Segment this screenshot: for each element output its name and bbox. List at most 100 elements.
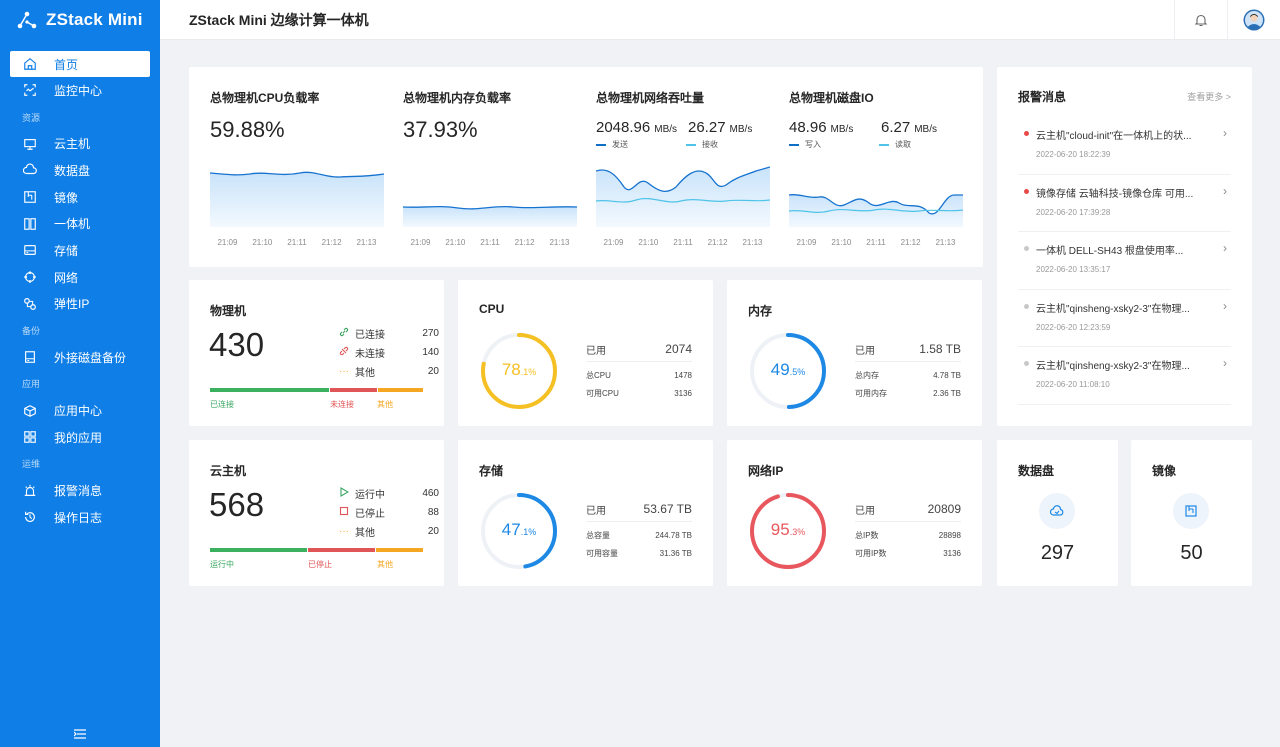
sidebar-item-network[interactable]: 网络 [0,264,160,291]
alert-text: 云主机"cloud-init"在一体机上的状... [1036,131,1192,142]
my-apps-icon [22,429,38,445]
usage-ring [481,493,557,569]
sidebar-item-my-apps[interactable]: 我的应用 [0,424,160,451]
usage-details: 已用 2074 总CPU 1478 可用CPU 3136 [586,337,692,403]
metric-title: 总物理机磁盘IO [789,91,874,105]
alert-item[interactable]: 云主机"qinsheng-xsky2-3"在物理... 2022-06-20 12… [1018,290,1231,347]
sidebar-item-label: 报警消息 [54,484,103,499]
card-title: 镜像 [1152,464,1177,478]
write-value: 48.96 [789,119,827,136]
usage-percent: 49.5% [770,360,806,379]
backup-icon [22,349,38,365]
brand-name: ZStack Mini [46,10,143,29]
sidebar-item-label: 存储 [54,243,79,258]
sidebar-item-alarm[interactable]: 报警消息 [0,477,160,504]
vm-card[interactable]: 云主机 568 运行中 460 已停止 88 ··· 其他 20 运行中 已停止 其他 [189,440,444,586]
monitor-icon [22,82,38,98]
sidebar-item-log[interactable]: 操作日志 [0,504,160,531]
nav-section-label: 资源 [22,112,41,123]
legend-write: 写入 [789,139,879,150]
card-title: CPU [479,302,505,316]
network-ip-card[interactable]: 网络IP 95.3% 已用 20809 总IP数 28898 可用IP数 3136 [727,440,982,586]
view-more-link[interactable]: 查看更多 > [1187,92,1231,102]
metric-value: 37.93% [403,117,478,142]
image-count: 50 [1180,542,1203,564]
mem-sparkline [403,205,577,227]
alert-text: 云主机"qinsheng-xsky2-3"在物理... [1036,303,1190,315]
alert-item[interactable]: 一体机 DELL-SH43 根盘使用率... 2022-06-20 13:35:1… [1018,232,1231,290]
cpu-card[interactable]: CPU 78.1% 已用 2074 总CPU 1478 可用CPU 3136 [458,280,713,426]
collapse-sidebar-button[interactable] [0,729,160,739]
image-card[interactable]: 镜像 50 [1131,440,1252,586]
card-title: 内存 [748,304,773,318]
vm-icon [22,136,38,152]
alert-time: 2022-06-20 13:35:17 [1036,265,1111,274]
legend-send: 发送 [596,139,686,150]
sidebar-item-label: 弹性IP [54,297,90,312]
sidebar-item-label: 网络 [54,270,79,285]
sidebar-item-label: 我的应用 [54,430,103,445]
sidebar-item-label: 一体机 [54,217,91,232]
play-icon [340,487,350,497]
app-center-icon [22,403,38,419]
sidebar-item-appliance[interactable]: 一体机 [0,210,160,237]
sidebar-item-disk[interactable]: 数据盘 [0,157,160,184]
alert-time: 2022-06-20 11:08:10 [1036,380,1110,389]
user-avatar-button[interactable] [1227,0,1280,40]
log-icon [22,509,38,525]
sidebar-item-eip[interactable]: 弹性IP [0,291,160,318]
unlink-icon [339,346,349,356]
cpu-load-metric: 总物理机CPU负载率 59.88% [210,89,390,143]
sidebar-item-backup[interactable]: 外接磁盘备份 [0,344,160,371]
memory-card[interactable]: 内存 49.5% 已用 1.58 TB 总内存 4.78 TB 可用内存 2.36 TB [727,280,982,426]
other-icon: ··· [339,366,349,377]
page-title: ZStack Mini 边缘计算一体机 [189,11,369,28]
avatar-icon [1243,9,1265,31]
alert-item[interactable]: 镜像存储 云轴科技-镜像仓库 可用... 2022-06-20 17:39:28 › [1018,175,1231,232]
storage-icon [22,242,38,258]
data-disk-count: 297 [1040,542,1075,564]
alarm-icon [22,483,38,499]
sidebar-item-vm[interactable]: 云主机 [0,130,160,157]
sidebar-item-app-center[interactable]: 应用中心 [0,397,160,424]
receive-value: 26.27 [688,119,726,136]
card-title: 物理机 [210,304,247,318]
sidebar-item-storage[interactable]: 存储 [0,237,160,264]
send-unit: MB/s [654,124,678,135]
card-title: 数据盘 [1018,464,1055,478]
other-icon: ··· [339,526,349,537]
sidebar-item-monitor[interactable]: 监控中心 [0,77,160,104]
usage-percent: 47.1% [501,520,537,539]
disk-icon [22,162,38,178]
alert-severity-dot [1024,188,1029,194]
chevron-right-icon: › [1223,183,1227,198]
notification-button[interactable] [1174,0,1227,40]
network-icon [22,269,38,285]
physical-machine-card[interactable]: 物理机 430 已连接 270 未连接 140 ··· 其他 20 已连接 未连接 其他 [189,280,444,426]
alerts-title: 报警消息 [1018,90,1067,104]
sidebar-item-image[interactable]: 镜像 [0,184,160,211]
data-disk-card[interactable]: 数据盘 297 [997,440,1118,586]
alert-item[interactable]: 云主机"qinsheng-xsky2-3"在物理... 2022-06-20 11… [1018,347,1231,405]
sidebar-item-home[interactable]: 首页 [10,51,150,77]
nav-section-label: 备份 [22,326,41,337]
brand[interactable]: ZStack Mini [0,0,160,40]
net-throughput-metric: 总物理机网络吞吐量 2048.96 MB/s 26.27 MB/s 发送 接收 [596,89,776,150]
usage-details: 已用 20809 总IP数 28898 可用IP数 3136 [855,497,961,563]
mem-load-metric: 总物理机内存负载率 37.93% [403,89,583,143]
alert-item[interactable]: 云主机"cloud-init"在一体机上的状... 2022-06-20 18:2… [1018,117,1231,175]
alert-text: 云主机"qinsheng-xsky2-3"在物理... [1036,361,1190,372]
stop-icon [339,506,349,516]
sidebar-item-label: 数据盘 [54,163,91,178]
appliance-icon [22,216,38,232]
usage-ring [481,333,557,409]
alerts-card: 报警消息 查看更多 > 云主机"cloud-init"在一体机上的状... 202… [997,67,1252,426]
alert-severity-dot [1024,131,1029,136]
storage-card[interactable]: 存储 47.1% 已用 53.67 TB 总容量 244.78 TB 可用容量 31.36 T… [458,440,713,586]
send-value: 2048.96 [596,119,651,136]
card-title: 网络IP [748,464,784,478]
physical-total: 430 [209,326,265,363]
sidebar-item-label: 镜像 [54,190,79,205]
image-icon [22,189,38,205]
alert-time: 2022-06-20 17:39:28 [1036,207,1111,217]
